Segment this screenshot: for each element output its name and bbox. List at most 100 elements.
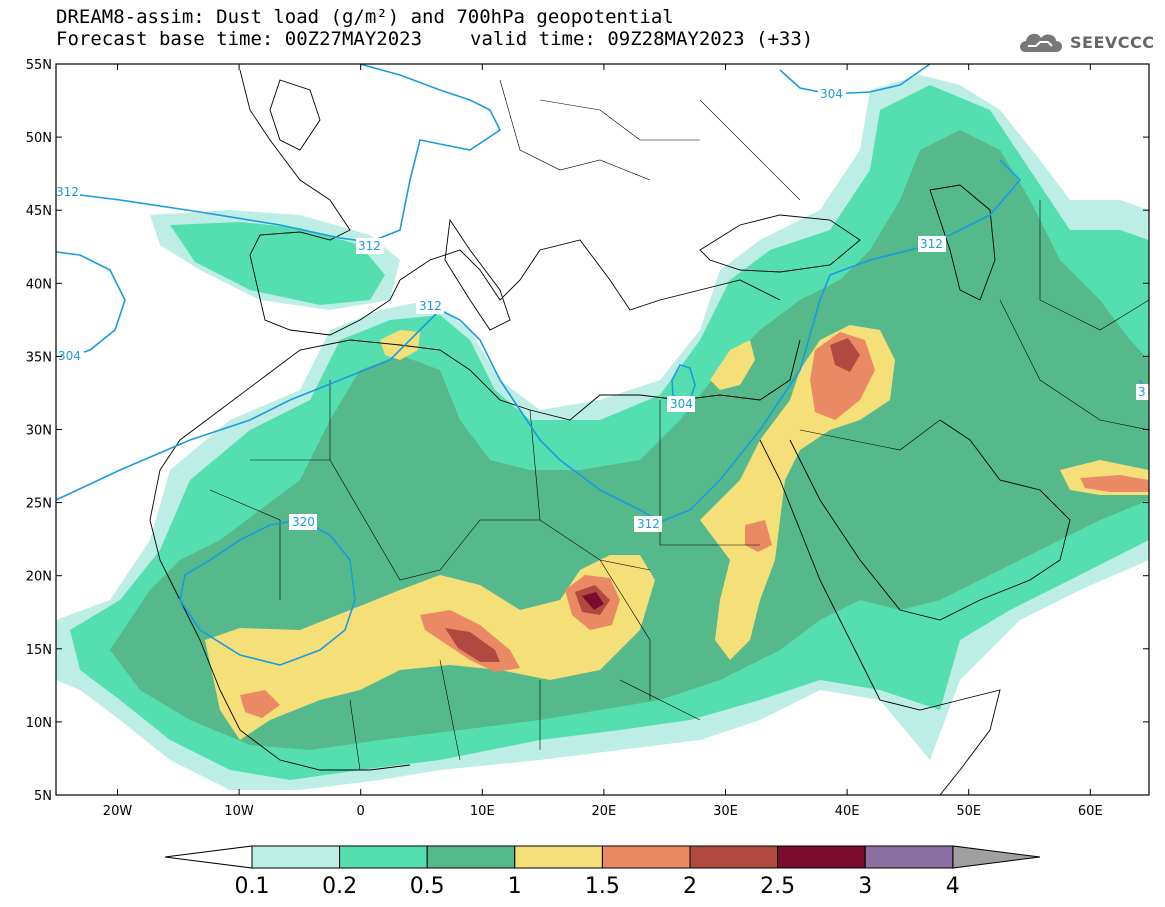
contour-304-east — [779, 64, 931, 95]
lon-label: 10W — [224, 804, 254, 819]
dust-region-extreme — [445, 628, 500, 662]
dust-region-low-iberia — [170, 222, 385, 305]
lat-label: 20N — [26, 570, 52, 585]
coast-horn-africa — [879, 689, 1001, 795]
lon-label: 0 — [357, 804, 365, 819]
valid-time: valid time: 09Z28MAY2023 (+33) — [470, 28, 814, 50]
lon-label: 20E — [592, 804, 617, 819]
contour-labels: 312 312 312 304 304 312 320 304 312 3 — [52, 86, 1149, 532]
border-5 — [599, 559, 651, 700]
contour-label: 320 — [292, 515, 315, 529]
borders — [209, 79, 1149, 771]
border-15 — [1039, 200, 1149, 331]
chart-title: DREAM8-assim: Dust load (g/m²) and 700hP… — [56, 6, 674, 28]
colorbar-box — [426, 845, 516, 869]
lon-label: 40E — [835, 804, 860, 819]
contour-label: 304 — [58, 349, 81, 363]
colorbar-label: 0.5 — [410, 874, 445, 899]
lat-label: 5N — [34, 789, 52, 804]
colorbar-label: 1.5 — [585, 874, 620, 899]
colorbar-label: 2 — [683, 874, 697, 899]
lat-label: 45N — [26, 204, 52, 219]
contour-label: 304 — [820, 87, 843, 101]
dust-region-vhigh-w — [240, 690, 280, 718]
coastlines — [149, 69, 1071, 795]
coast-britain — [269, 79, 321, 151]
lon-label: 30E — [713, 804, 738, 819]
cloud-icon — [1020, 33, 1062, 52]
colorbar-box — [777, 845, 866, 869]
contour-304-west — [56, 251, 126, 361]
border-8 — [349, 699, 361, 771]
lat-label: 25N — [26, 497, 52, 512]
colorbar-low-triangle — [164, 845, 253, 869]
lon-label: 60E — [1078, 804, 1103, 819]
border-2 — [209, 489, 281, 600]
coast-red-sea — [759, 439, 881, 701]
contour-label: 312 — [419, 299, 442, 313]
contour-label: 3 — [1138, 385, 1146, 399]
colorbar-label: 2.5 — [760, 874, 795, 899]
colorbar-label: 0.1 — [235, 874, 270, 899]
lon-label: 50E — [956, 804, 981, 819]
colorbar: 0.1 0.2 0.5 1 1.5 2 2.5 3 4 — [164, 845, 1041, 899]
colorbar-box — [251, 845, 341, 869]
lat-label: 15N — [26, 643, 52, 658]
seevccc-logo: SEEVCCC — [1016, 28, 1155, 56]
lat-label: 50N — [26, 131, 52, 146]
coast-europe-atlantic — [239, 69, 401, 336]
dust-field-layer — [56, 75, 1149, 790]
contour-label: 312 — [637, 517, 660, 531]
colorbar-box — [864, 845, 954, 869]
colorbar-label: 1 — [508, 874, 522, 899]
colorbar-label: 0.2 — [322, 874, 357, 899]
lon-label: 10E — [470, 804, 495, 819]
coast-arabia — [789, 419, 1071, 621]
lat-label: 10N — [26, 716, 52, 731]
lon-axis: 20W 10W 0 10E 20E 30E 40E 50E 60E — [103, 64, 1103, 819]
border-4 — [659, 400, 760, 546]
border-7 — [799, 419, 941, 451]
contour-label: 304 — [670, 397, 693, 411]
base-time: Forecast base time: 00Z27MAY2023 — [56, 28, 423, 50]
contour-312-main — [56, 159, 1022, 523]
contour-312-north — [56, 64, 502, 243]
geopotential-contours — [56, 64, 1149, 666]
contour-label: 312 — [56, 185, 79, 199]
chart-subtitle: Forecast base time: 00Z27MAY2023 valid ti… — [56, 28, 813, 50]
colorbar-high-triangle — [952, 845, 1041, 869]
logo-text: SEEVCCC — [1070, 32, 1155, 52]
dust-region-high — [205, 555, 655, 740]
coast-mediterranean-north — [399, 239, 781, 311]
colorbar-box — [514, 845, 603, 869]
lat-label: 55N — [26, 58, 52, 73]
colorbar-box — [689, 845, 779, 869]
dust-region-peak — [582, 592, 604, 610]
contour-label: 312 — [358, 239, 381, 253]
border-9 — [439, 659, 461, 761]
border-11 — [619, 679, 701, 721]
lat-label: 30N — [26, 424, 52, 439]
coast-black-sea — [699, 214, 861, 273]
border-13 — [539, 99, 700, 141]
coast-italy — [444, 218, 511, 331]
lon-label: 20W — [103, 804, 133, 819]
contour-label: 312 — [920, 237, 943, 251]
dust-region-vhigh-sudan — [745, 520, 772, 552]
border-14 — [699, 99, 801, 201]
lat-label: 40N — [26, 277, 52, 292]
lat-axis: 55N 50N 45N 40N 35N 30N 25N 20N 15N 10N 5N — [26, 58, 1149, 804]
dust-region-vhigh-gulf — [1080, 475, 1149, 492]
border-16 — [999, 299, 1149, 431]
contour-320 — [179, 519, 356, 666]
coast-west-africa — [149, 469, 411, 771]
colorbar-label: 3 — [858, 874, 872, 899]
coast-north-africa — [159, 339, 801, 471]
border-12 — [499, 79, 651, 181]
colorbar-box — [339, 845, 428, 869]
dust-region-extreme-iraq — [830, 338, 860, 372]
dust-region-high-levant — [710, 340, 755, 390]
dust-region-mid — [110, 130, 1149, 750]
coast-caspian — [929, 184, 996, 301]
